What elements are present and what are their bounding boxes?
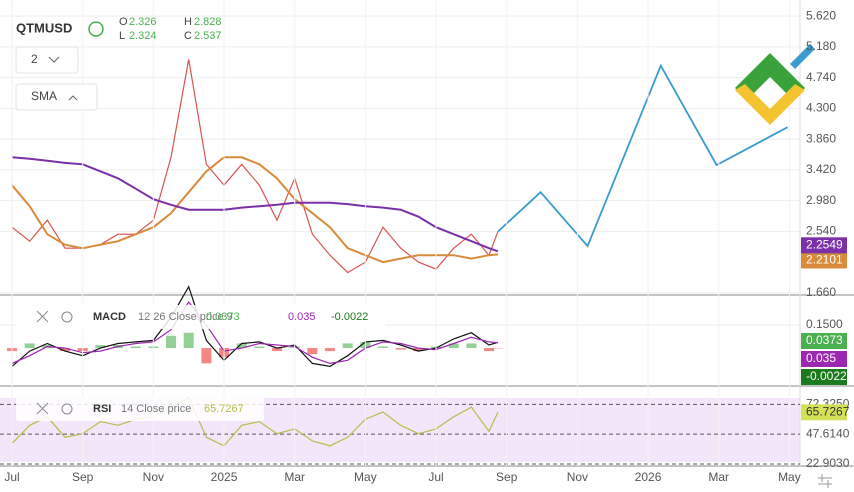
price-tag <box>801 351 847 367</box>
histogram-bar <box>342 343 353 349</box>
rsi-line <box>11 396 499 447</box>
close-icon[interactable] <box>36 310 49 323</box>
price-tag <box>801 369 847 385</box>
macd-name: MACD <box>93 311 126 323</box>
price-tag <box>801 252 847 269</box>
y-tick-label: 3.860 <box>806 131 836 145</box>
rsi-name: RSI <box>93 403 111 415</box>
ohlc-value: 2.326 <box>129 16 157 28</box>
histogram-bar <box>272 348 283 352</box>
rsi-params: 14 Close price <box>121 403 191 415</box>
histogram-bar <box>307 348 318 355</box>
x-tick-label: Nov <box>143 470 164 484</box>
x-tick-label: Nov <box>567 470 588 484</box>
histogram-bar <box>166 335 177 349</box>
close-icon[interactable] <box>36 402 49 415</box>
price-tag <box>801 237 847 254</box>
histogram-bar <box>201 348 212 364</box>
clock-icon[interactable] <box>88 21 104 37</box>
x-tick-label: Sep <box>72 470 94 484</box>
x-tick-label: May <box>778 470 801 484</box>
histogram-bar <box>183 332 194 349</box>
interval-button[interactable] <box>15 46 79 74</box>
histogram-bar <box>236 343 247 349</box>
x-tick-label: Mar <box>284 470 305 484</box>
histogram-bar <box>395 348 406 350</box>
price-tag-label: 0.0373 <box>806 333 843 347</box>
forecast-line <box>497 63 789 248</box>
indicator-button[interactable] <box>15 83 98 111</box>
settings-icon[interactable] <box>61 311 73 323</box>
macd-legend-bg <box>16 305 386 329</box>
settings-icon[interactable] <box>61 403 73 415</box>
ohlc-value: 2.324 <box>129 30 157 42</box>
x-tick-label: 2026 <box>635 470 662 484</box>
x-tick-label: Sep <box>496 470 518 484</box>
rsi-legend-bg <box>16 397 264 421</box>
price-tag <box>801 404 847 421</box>
ohlc-label: H <box>184 16 192 28</box>
price-tag-label: 65.7267 <box>806 404 850 418</box>
settings-icon[interactable] <box>818 474 832 488</box>
histogram-bar <box>378 346 389 349</box>
histogram-bar <box>325 348 336 352</box>
histogram-bar <box>95 344 106 349</box>
price-tag-label: 2.2549 <box>806 237 843 251</box>
histogram-bar <box>60 348 71 352</box>
legend-value: 65.7267 <box>204 403 244 415</box>
price-tag <box>801 333 847 349</box>
symbol: QTMUSD <box>16 20 72 35</box>
logo <box>735 44 815 125</box>
ohlc-label: O <box>119 16 128 28</box>
price-tag-label: 2.2101 <box>806 253 843 267</box>
y-tick-label: 0.1500 <box>806 317 843 331</box>
y-tick-label: 47.6140 <box>806 426 850 440</box>
y-tick-label: 4.740 <box>806 70 836 84</box>
sma-line <box>11 156 498 264</box>
y-tick-label: 5.180 <box>806 39 836 53</box>
price-tag-label: -0.0022 <box>806 369 847 383</box>
histogram-bar <box>254 346 265 349</box>
ohlc-value: 2.828 <box>194 16 222 28</box>
y-tick-label: 22.9030 <box>806 456 850 470</box>
histogram-bar <box>130 346 141 349</box>
ohlc-value: 2.537 <box>194 30 222 42</box>
legend-value: 0.035 <box>288 311 316 323</box>
overlay: QTMUSD O 2.326 H 2.828 L 2.324 C 2.537 2… <box>4 8 850 488</box>
histogram-bar <box>413 348 424 352</box>
y-tick-label: 2.980 <box>806 193 836 207</box>
sma-line <box>11 156 499 253</box>
legend-value: -0.0022 <box>331 311 368 323</box>
indicator: SMA <box>31 89 57 103</box>
histogram-bar <box>24 343 35 349</box>
chevron <box>48 56 60 63</box>
x-tick-label: Mar <box>708 470 729 484</box>
price-tag-label: 0.035 <box>806 351 836 365</box>
x-tick-label: Jul <box>4 470 19 484</box>
y-tick-label: 1.660 <box>806 285 836 299</box>
plot-area <box>0 0 800 466</box>
signal-line <box>11 301 498 365</box>
y-tick-label: 3.420 <box>806 162 836 176</box>
x-tick-label: May <box>354 470 377 484</box>
chevron <box>68 95 78 101</box>
macd-line <box>11 285 499 368</box>
histogram-bar <box>448 343 459 349</box>
macd-params: 12 26 Close price 9 <box>138 311 233 323</box>
y-tick-label: 2.540 <box>806 224 836 238</box>
interval: 2 <box>31 52 38 66</box>
x-tick-label: Jul <box>428 470 443 484</box>
y-tick-label: 5.620 <box>806 8 836 22</box>
legend-value: 0.0373 <box>206 311 240 323</box>
histogram-bar <box>484 348 495 352</box>
histogram-bar <box>466 343 477 349</box>
ohlc-label: C <box>184 30 192 42</box>
x-tick-label: 2025 <box>211 470 238 484</box>
y-tick-label: 4.300 <box>806 101 836 115</box>
ohlc-label: L <box>119 30 125 42</box>
